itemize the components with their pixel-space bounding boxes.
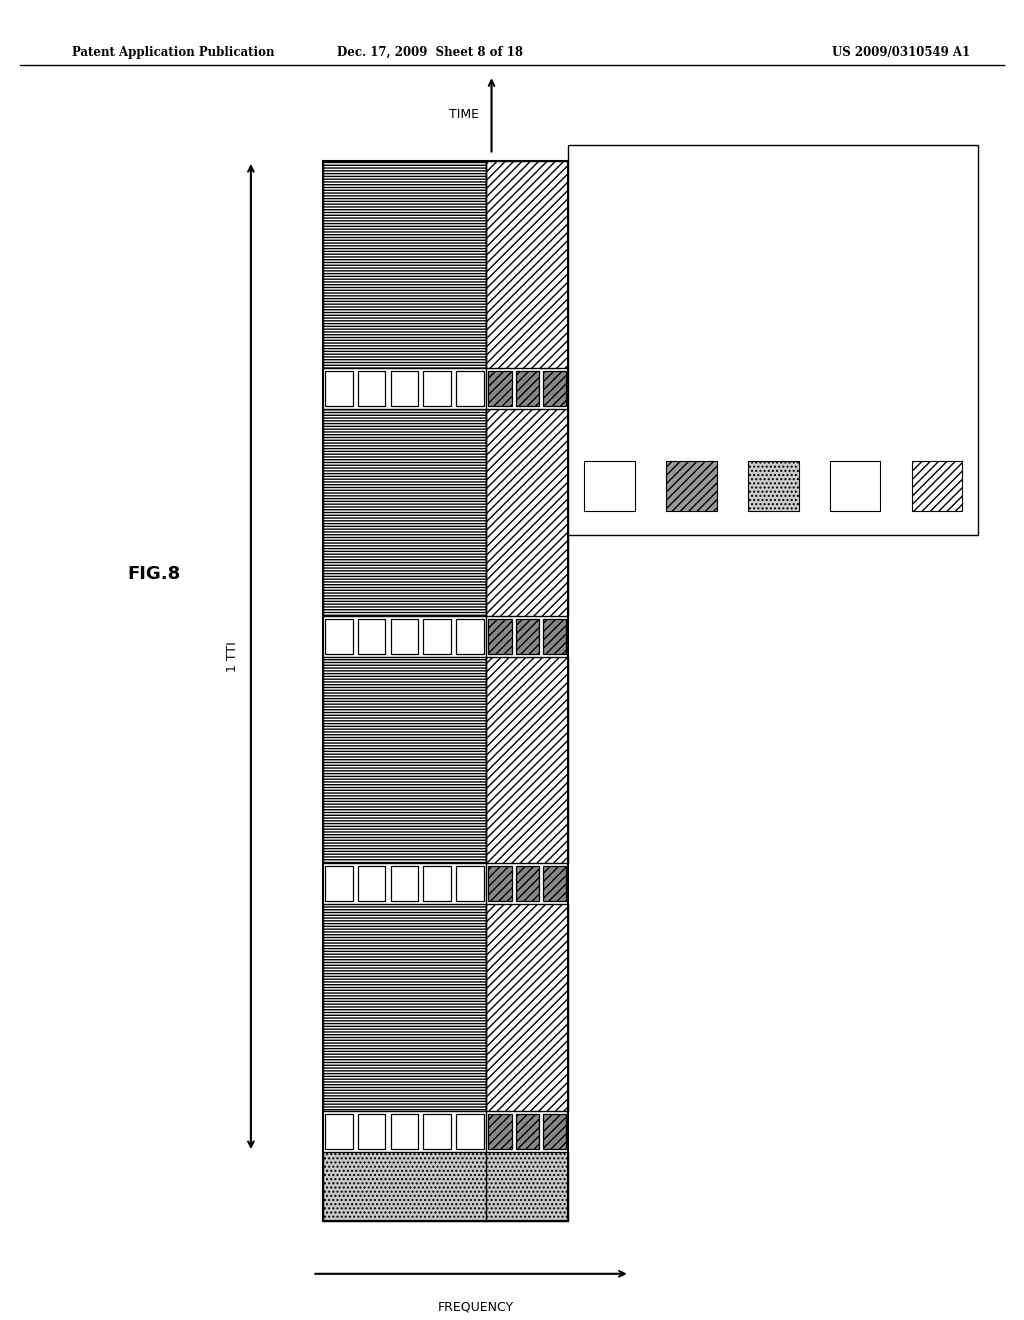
Text: UE1 DATA: UE1 DATA [851,404,859,447]
Bar [457,866,483,902]
Bar [488,1114,512,1150]
Bar [391,619,418,653]
Text: PILOT CHANNEL FOR MEASURING CQI: PILOT CHANNEL FOR MEASURING CQI [769,279,777,447]
Bar [424,619,451,653]
Text: UE2 PILOT CHANNEL FOR
DEMODULATING DATA: UE2 PILOT CHANNEL FOR DEMODULATING DATA [681,334,701,447]
Bar [326,866,352,902]
Bar [424,371,451,407]
Bar [488,866,512,902]
Bar [488,619,512,653]
Bar [323,656,486,863]
Bar [457,1114,483,1150]
Bar [358,619,385,653]
Bar [543,371,566,407]
Bar [391,1114,418,1150]
Bar [488,371,512,407]
Text: FREQUENCY: FREQUENCY [438,1300,514,1313]
Bar [486,161,568,368]
Bar [424,866,451,902]
Text: Dec. 17, 2009  Sheet 8 of 18: Dec. 17, 2009 Sheet 8 of 18 [337,46,523,59]
Bar [516,1114,539,1150]
Text: Patent Application Publication: Patent Application Publication [72,46,274,59]
Bar [323,161,486,368]
Text: 1 TTI: 1 TTI [226,642,239,672]
Bar [516,371,539,407]
Bar [486,656,568,863]
Bar [516,866,539,902]
Bar [568,145,978,535]
Bar [516,619,539,653]
Bar [326,619,352,653]
Bar [584,461,635,511]
Bar [323,409,486,615]
Bar [543,1114,566,1150]
Bar [543,619,566,653]
Bar [326,371,352,407]
Text: US 2009/0310549 A1: US 2009/0310549 A1 [833,46,970,59]
Bar [829,461,881,511]
Text: UE2 DATA: UE2 DATA [933,404,941,447]
Bar [323,904,486,1111]
Bar [323,1152,568,1221]
Text: UE1 PILOT CHANNEL FOR
DEMODULATING DATA: UE1 PILOT CHANNEL FOR DEMODULATING DATA [599,334,620,447]
Bar [391,866,418,902]
Bar [748,461,799,511]
Text: TIME: TIME [450,108,479,121]
Bar [326,1114,352,1150]
Bar [543,866,566,902]
Bar [391,371,418,407]
Bar [486,409,568,615]
Bar [666,461,717,511]
Bar [486,904,568,1111]
Bar [358,1114,385,1150]
Text: FIG.8: FIG.8 [127,565,180,583]
Bar [358,866,385,902]
Bar [457,371,483,407]
Bar [323,161,568,1221]
Bar [911,461,963,511]
Bar [358,371,385,407]
Bar [457,619,483,653]
Bar [424,1114,451,1150]
